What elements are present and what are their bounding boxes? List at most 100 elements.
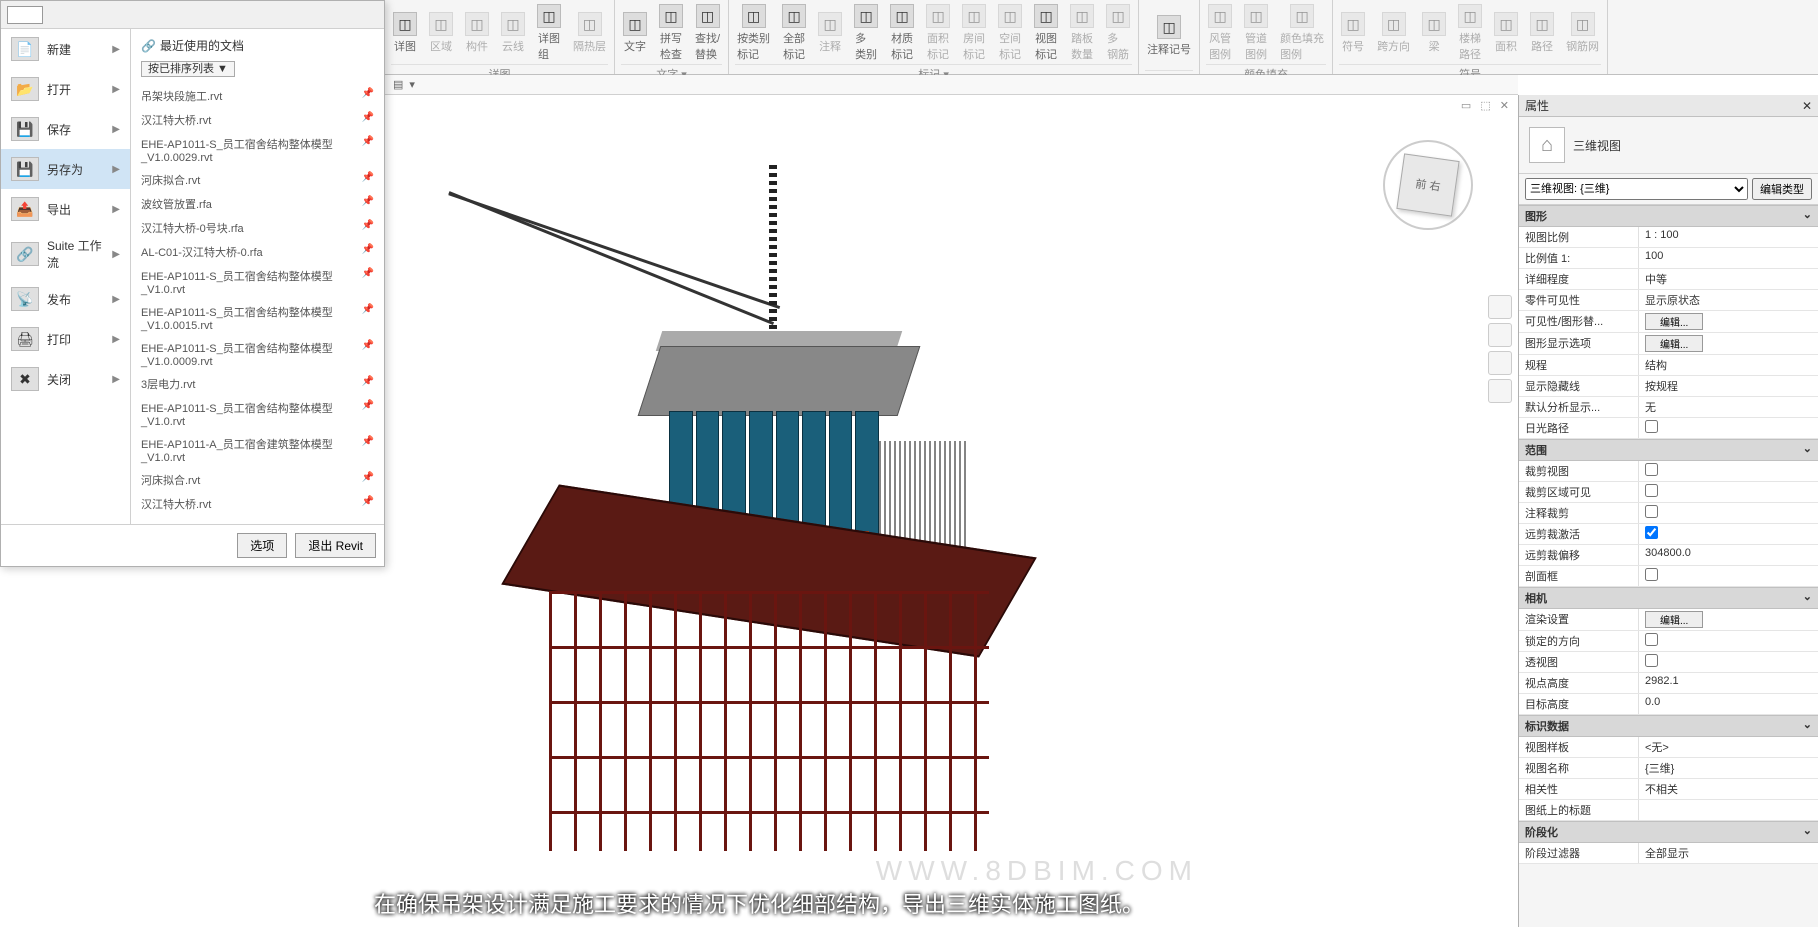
multi-category-button[interactable]: ◫多类别 [852,2,880,64]
recent-file-item[interactable]: EHE-AP1011-A_员工宿舍建筑整体模型_V1.0.rvt📌 [141,432,374,468]
property-row[interactable]: 日光路径 [1519,418,1818,439]
recent-file-item[interactable]: EHE-AP1011-S_员工宿舍结构整体模型_V1.0.rvt📌 [141,264,374,300]
symbol-button[interactable]: ◫符号 [1339,10,1367,56]
property-checkbox[interactable] [1645,420,1658,433]
pin-icon[interactable]: 📌 [362,136,374,164]
span-button[interactable]: ◫跨方向 [1375,10,1412,56]
property-row[interactable]: 默认分析显示...无 [1519,397,1818,418]
recent-file-item[interactable]: EHE-AP1011-S_员工宿舍结构整体模型_V1.0.0029.rvt📌 [141,132,374,168]
pin-icon[interactable]: 📌 [362,244,374,260]
property-value[interactable]: 1 : 100 [1639,227,1818,247]
property-value[interactable]: 编辑... [1639,333,1818,354]
property-value[interactable]: 编辑... [1639,311,1818,332]
property-row[interactable]: 图形显示选项编辑... [1519,333,1818,355]
property-row[interactable]: 剖面框 [1519,566,1818,587]
menu-publish[interactable]: 📡发布▶ [1,279,130,319]
cloud-button[interactable]: ◫云线 [499,10,527,56]
detail-group-button[interactable]: ◫详图组 [535,2,563,64]
property-value[interactable]: 编辑... [1639,609,1818,630]
nav-pan-icon[interactable] [1488,323,1512,347]
recent-file-item[interactable]: EHE-AP1011-S_员工宿舍结构整体模型_V1.0.rvt📌 [141,396,374,432]
detail-view-button[interactable]: ◫详图 [391,10,419,56]
find-replace-button[interactable]: ◫查找/替换 [693,2,722,64]
recent-file-item[interactable]: 汉江特大桥-0号块.rfa📌 [141,216,374,240]
recent-file-item[interactable]: EHE-AP1011-S_员工宿舍结构整体模型_V1.0.0009.rvt📌 [141,336,374,372]
property-row[interactable]: 透视图 [1519,652,1818,673]
rebar-button[interactable]: ◫钢筋网 [1564,10,1601,56]
recent-sort-dropdown[interactable]: 按已排序列表 ▼ [141,61,235,77]
properties-type[interactable]: ⌂ 三维视图 [1519,117,1818,174]
recent-file-item[interactable]: 汉江特大桥.rvt📌 [141,492,374,516]
pin-icon[interactable]: 📌 [362,436,374,464]
viewcube-face[interactable]: 前 右 [1396,153,1459,216]
prop-section-header[interactable]: 范围⌄ [1519,439,1818,461]
recent-file-item[interactable]: 波纹管放置.rfa📌 [141,192,374,216]
recent-file-item[interactable]: AL-C01-汉江特大桥-0.rfa📌 [141,240,374,264]
property-row[interactable]: 渲染设置编辑... [1519,609,1818,631]
property-value[interactable] [1639,503,1818,523]
beam-sym-button[interactable]: ◫梁 [1420,10,1448,56]
duct-button[interactable]: ◫风管图例 [1206,2,1234,64]
property-row[interactable]: 视点高度2982.1 [1519,673,1818,694]
tag-category-button[interactable]: ◫按类别标记 [735,2,772,64]
keynote-button[interactable]: ◫注释记号 [1145,13,1193,59]
property-checkbox[interactable] [1645,463,1658,476]
property-row[interactable]: 远剪裁激活 [1519,524,1818,545]
property-value[interactable]: 不相关 [1639,779,1818,799]
options-button[interactable]: 选项 [237,533,287,558]
property-value[interactable]: 100 [1639,248,1818,268]
menu-print[interactable]: 🖨打印▶ [1,319,130,359]
property-checkbox[interactable] [1645,526,1658,539]
property-value[interactable]: 按规程 [1639,376,1818,396]
viewport-window-controls[interactable]: ▭ ⬚ ✕ [1461,99,1512,112]
prop-section-header[interactable]: 图形⌄ [1519,205,1818,227]
viewcube[interactable]: 前 右 [1378,135,1478,235]
instance-selector[interactable]: 三维视图: {三维} [1525,178,1748,200]
pin-icon[interactable]: 📌 [362,400,374,428]
pin-icon[interactable]: 📌 [362,340,374,368]
navigation-bar[interactable] [1488,295,1512,403]
component-button[interactable]: ◫构件 [463,10,491,56]
property-row[interactable]: 目标高度0.0 [1519,694,1818,715]
nav-wheel-icon[interactable] [1488,295,1512,319]
more-button[interactable]: ◫多钢筋 [1104,2,1132,64]
pin-icon[interactable]: 📌 [362,220,374,236]
property-row[interactable]: 锁定的方向 [1519,631,1818,652]
annotate-button[interactable]: ◫注释 [816,10,844,56]
property-row[interactable]: 零件可见性显示原状态 [1519,290,1818,311]
pin-icon[interactable]: 📌 [362,112,374,128]
area-sym-button[interactable]: ◫面积 [1492,10,1520,56]
pin-icon[interactable]: 📌 [362,496,374,512]
property-value[interactable]: 2982.1 [1639,673,1818,693]
text-button[interactable]: ◫文字 [621,10,649,56]
color-fill-button[interactable]: ◫颜色填充图例 [1278,2,1326,64]
property-value[interactable]: 中等 [1639,269,1818,289]
qb-icon[interactable]: ▤ [393,78,403,91]
property-row[interactable]: 远剪裁偏移304800.0 [1519,545,1818,566]
prop-section-header[interactable]: 相机⌄ [1519,587,1818,609]
property-checkbox[interactable] [1645,568,1658,581]
property-checkbox[interactable] [1645,654,1658,667]
edit-type-button[interactable]: 编辑类型 [1752,178,1812,200]
menu-save[interactable]: 💾保存▶ [1,109,130,149]
property-value[interactable]: 显示原状态 [1639,290,1818,310]
property-row[interactable]: 视图比例1 : 100 [1519,227,1818,248]
recent-file-item[interactable]: 河床拟合.rvt📌 [141,468,374,492]
property-checkbox[interactable] [1645,484,1658,497]
qb-dropdown[interactable]: ▾ [409,78,415,91]
menu-export[interactable]: 📤导出▶ [1,189,130,229]
property-row[interactable]: 注释裁剪 [1519,503,1818,524]
property-value[interactable]: 全部显示 [1639,843,1818,863]
recent-file-item[interactable]: 汉江特大桥.rvt📌 [141,108,374,132]
property-checkbox[interactable] [1645,505,1658,518]
spellcheck-button[interactable]: ◫拼写检查 [657,2,685,64]
recent-file-item[interactable]: EHE-AP1011-S_员工宿舍结构整体模型_V1.0.0015.rvt📌 [141,300,374,336]
pin-icon[interactable]: 📌 [362,376,374,392]
property-value[interactable]: {三维} [1639,758,1818,778]
pipe-button[interactable]: ◫管道图例 [1242,2,1270,64]
menu-open[interactable]: 📂打开▶ [1,69,130,109]
menu-suite[interactable]: 🔗Suite 工作流▶ [1,229,130,279]
menu-new[interactable]: 📄新建▶ [1,29,130,69]
property-row[interactable]: 相关性不相关 [1519,779,1818,800]
prop-section-header[interactable]: 标识数据⌄ [1519,715,1818,737]
